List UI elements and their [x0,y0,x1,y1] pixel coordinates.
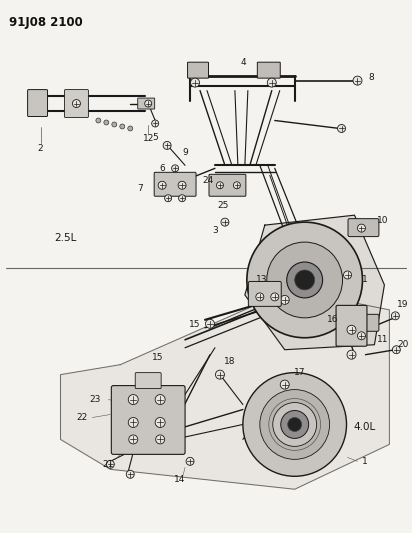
Circle shape [280,295,289,304]
Circle shape [106,461,114,469]
Circle shape [156,435,165,444]
Circle shape [128,126,133,131]
Circle shape [288,417,302,431]
Circle shape [358,332,365,340]
FancyBboxPatch shape [209,174,246,196]
Circle shape [186,457,194,465]
Circle shape [347,350,356,359]
Text: 21: 21 [103,460,114,469]
FancyBboxPatch shape [154,172,196,196]
FancyBboxPatch shape [111,385,185,454]
Text: 2.5L: 2.5L [54,233,77,243]
Text: 91J08 2100: 91J08 2100 [9,16,82,29]
Circle shape [287,262,323,298]
FancyBboxPatch shape [135,373,161,389]
FancyBboxPatch shape [138,98,154,109]
FancyBboxPatch shape [28,90,47,117]
Text: 12: 12 [143,134,154,143]
Circle shape [392,346,400,354]
Circle shape [112,122,117,127]
Text: 17: 17 [294,368,305,377]
Text: 13: 13 [256,276,267,285]
Polygon shape [61,290,389,489]
Text: 15: 15 [189,320,201,329]
Circle shape [344,271,351,279]
FancyBboxPatch shape [348,314,379,332]
Circle shape [281,410,309,439]
Circle shape [247,222,363,338]
Circle shape [152,120,159,127]
FancyBboxPatch shape [348,219,379,237]
Text: 25: 25 [217,201,229,209]
Circle shape [337,125,346,133]
Circle shape [96,118,101,123]
Text: 22: 22 [77,413,88,422]
FancyBboxPatch shape [258,62,280,78]
Circle shape [128,394,138,405]
Circle shape [234,182,240,189]
FancyBboxPatch shape [248,281,281,306]
Circle shape [158,181,166,189]
Circle shape [172,165,178,172]
Text: 1: 1 [362,276,368,285]
Circle shape [243,373,346,477]
Circle shape [271,293,279,301]
Circle shape [73,100,80,108]
Circle shape [260,390,330,459]
Text: 19: 19 [397,301,408,309]
Text: 11: 11 [377,335,388,344]
Text: 8: 8 [369,73,375,82]
Circle shape [206,319,215,328]
Text: 16: 16 [327,316,338,324]
Text: 15: 15 [152,353,164,362]
Circle shape [347,325,356,334]
Circle shape [280,380,289,389]
Circle shape [256,293,264,301]
Circle shape [353,76,362,85]
Circle shape [221,218,229,226]
Circle shape [129,435,138,444]
Text: 24: 24 [202,176,213,185]
Circle shape [128,417,138,427]
Circle shape [120,124,125,129]
Circle shape [216,182,223,189]
Circle shape [358,224,365,232]
FancyBboxPatch shape [65,90,89,117]
Circle shape [178,181,186,189]
Circle shape [155,417,165,427]
Circle shape [267,242,342,318]
Text: 10: 10 [377,216,388,224]
Polygon shape [245,215,384,350]
Text: 9: 9 [182,148,188,157]
Text: 6: 6 [159,164,165,173]
Text: 14: 14 [174,475,186,484]
Text: 23: 23 [90,395,101,404]
Text: 18: 18 [224,357,236,366]
Circle shape [126,470,134,478]
Circle shape [145,100,152,107]
Text: 1: 1 [362,457,368,466]
Text: 4: 4 [240,58,246,67]
FancyBboxPatch shape [187,62,208,78]
Circle shape [163,141,171,149]
Circle shape [391,312,399,320]
Circle shape [215,370,225,379]
Circle shape [273,402,317,447]
Text: 20: 20 [398,340,409,349]
Text: 3: 3 [212,225,218,235]
Text: 5: 5 [152,133,158,142]
Circle shape [178,195,185,201]
FancyBboxPatch shape [336,305,367,346]
Text: 7: 7 [137,184,143,193]
Circle shape [104,120,109,125]
Text: 2: 2 [38,144,43,153]
Circle shape [191,78,199,87]
Text: 4.0L: 4.0L [353,423,376,432]
Circle shape [267,78,276,87]
Circle shape [165,195,172,201]
Circle shape [155,394,165,405]
Circle shape [295,270,315,290]
